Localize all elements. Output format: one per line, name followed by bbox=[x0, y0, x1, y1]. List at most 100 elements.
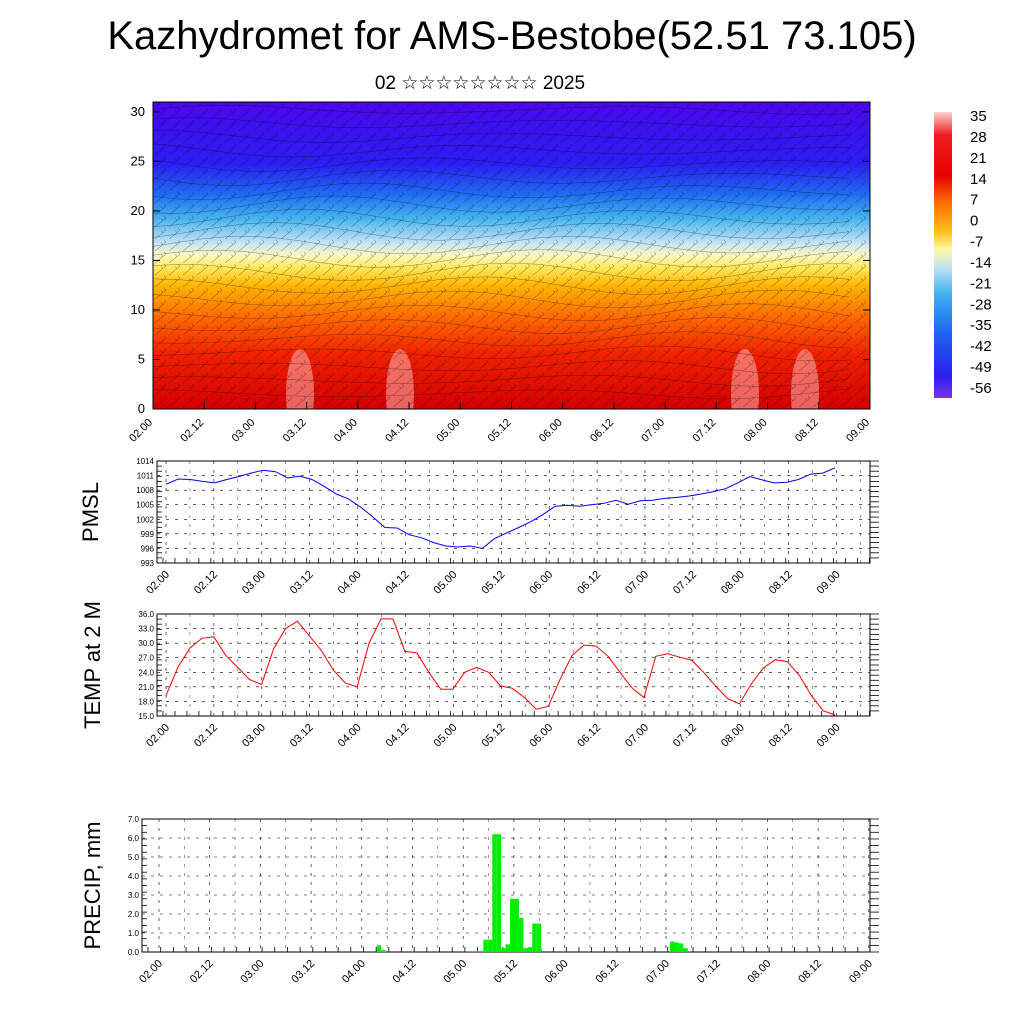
precip-bar bbox=[683, 948, 687, 952]
precipitation-panel: 0.01.02.03.04.05.06.07.002.00 02.12 03.00 0… bbox=[80, 815, 879, 986]
x-tick-label: 05.00 bbox=[434, 417, 462, 445]
y-tick-label: 996 bbox=[141, 544, 155, 553]
y-tick-label: 1005 bbox=[136, 501, 154, 510]
x-tick-label: 08.12 bbox=[767, 569, 795, 597]
wind-barbs bbox=[153, 102, 870, 409]
x-tick-label: 05.00 bbox=[432, 722, 460, 750]
temperature-cross-section: 05101520253002.00 02.12 03.00 03.12 04.00 04.… bbox=[127, 102, 872, 445]
precip-bar bbox=[479, 951, 483, 952]
colorbar-label: 35 bbox=[970, 108, 987, 125]
x-tick-label: 05.12 bbox=[486, 417, 514, 445]
precip-bar bbox=[679, 943, 683, 952]
x-tick-label: 02.12 bbox=[178, 417, 206, 445]
pmsl-series-line bbox=[166, 468, 835, 549]
panel-frame bbox=[157, 461, 870, 563]
x-tick-label: 05.12 bbox=[479, 722, 507, 750]
precip-bar bbox=[532, 924, 536, 953]
x-tick-label: 04.00 bbox=[340, 958, 368, 986]
y-tick-label: 27.0 bbox=[138, 654, 154, 663]
colorbar-label: 28 bbox=[970, 129, 987, 146]
x-tick-label: 06.00 bbox=[537, 417, 565, 445]
y-tick-label: 18.0 bbox=[138, 697, 154, 706]
x-tick-label: 06.12 bbox=[588, 417, 616, 445]
precip-bar bbox=[466, 951, 470, 952]
y-tick-label: 21.0 bbox=[138, 683, 154, 692]
x-tick-label: 06.00 bbox=[527, 569, 555, 597]
x-tick-label: 04.00 bbox=[336, 569, 364, 597]
colorbar-label: -56 bbox=[970, 380, 992, 397]
panel-frame bbox=[157, 614, 870, 716]
precip-bar bbox=[528, 947, 532, 952]
y-tick-label: 0.0 bbox=[128, 948, 140, 957]
colorbar-label: -28 bbox=[970, 296, 992, 313]
x-tick-label: 08.12 bbox=[767, 722, 795, 750]
colorbar-label: 0 bbox=[970, 213, 978, 230]
x-tick-label: 07.00 bbox=[623, 722, 651, 750]
x-tick-label: 08.00 bbox=[719, 722, 747, 750]
colorbar-gradient bbox=[934, 112, 952, 398]
y-tick-label: 6.0 bbox=[128, 834, 140, 843]
x-tick-label: 08.12 bbox=[793, 417, 821, 445]
x-tick-label: 03.00 bbox=[240, 569, 268, 597]
y-axis-label: TEMP at 2 M bbox=[80, 601, 105, 729]
x-tick-label: 03.12 bbox=[288, 569, 316, 597]
x-tick-label: 07.00 bbox=[639, 417, 667, 445]
precip-bar bbox=[519, 918, 523, 952]
x-tick-label: 03.12 bbox=[288, 722, 316, 750]
y-tick-label: 1.0 bbox=[128, 929, 140, 938]
x-tick-label: 07.12 bbox=[671, 722, 699, 750]
x-tick-label: 04.00 bbox=[332, 417, 360, 445]
colorbar-label: -42 bbox=[970, 338, 992, 355]
colorbar-label: 7 bbox=[970, 192, 978, 209]
precip-bar bbox=[497, 834, 501, 952]
y-tick-label: 30 bbox=[131, 104, 145, 119]
y-tick-label: 36.0 bbox=[138, 610, 154, 619]
x-tick-label: 09.00 bbox=[844, 417, 872, 445]
x-tick-label: 03.00 bbox=[230, 417, 258, 445]
temp-series-line bbox=[166, 619, 835, 715]
x-tick-label: 03.00 bbox=[239, 958, 267, 986]
x-tick-label: 07.12 bbox=[691, 417, 719, 445]
precip-bar bbox=[475, 951, 479, 952]
y-axis-label: PMSL bbox=[78, 482, 103, 542]
precip-bar bbox=[483, 940, 487, 952]
y-tick-label: 4.0 bbox=[128, 872, 140, 881]
x-tick-label: 06.00 bbox=[543, 958, 571, 986]
colorbar-label: -21 bbox=[970, 275, 992, 292]
x-tick-label: 05.00 bbox=[432, 569, 460, 597]
x-tick-label: 08.12 bbox=[796, 958, 824, 986]
y-tick-label: 1011 bbox=[137, 472, 155, 481]
x-tick-label: 09.00 bbox=[815, 569, 843, 597]
y-tick-label: 20 bbox=[131, 203, 145, 218]
x-tick-label: 04.00 bbox=[336, 722, 364, 750]
y-tick-label: 33.0 bbox=[138, 625, 154, 634]
x-tick-label: 07.12 bbox=[671, 569, 699, 597]
y-tick-label: 5.0 bbox=[128, 853, 140, 862]
x-tick-label: 05.00 bbox=[441, 958, 469, 986]
colorbar-label: 21 bbox=[970, 150, 987, 167]
y-tick-label: 993 bbox=[141, 559, 155, 568]
y-tick-label: 999 bbox=[141, 530, 155, 539]
precip-bar bbox=[515, 899, 519, 952]
temperature-panel: 15.0 18.0 21.0 24.0 27.0 30.0 33.0 36.0 02.00 02.… bbox=[80, 601, 879, 750]
x-tick-label: 02.12 bbox=[188, 958, 216, 986]
colorbar-label: -49 bbox=[970, 359, 992, 376]
x-tick-label: 04.12 bbox=[383, 417, 411, 445]
x-tick-label: 02.00 bbox=[137, 958, 165, 986]
y-tick-label: 3.0 bbox=[128, 891, 140, 900]
x-tick-label: 06.12 bbox=[575, 569, 603, 597]
colorbar-label: 14 bbox=[970, 171, 987, 188]
x-tick-label: 07.12 bbox=[695, 958, 723, 986]
y-tick-label: 10 bbox=[131, 302, 145, 317]
y-tick-label: 15.0 bbox=[138, 712, 154, 721]
x-tick-label: 08.00 bbox=[719, 569, 747, 597]
colorbar-label: -35 bbox=[970, 317, 992, 334]
colorbar-label: -14 bbox=[970, 254, 992, 271]
y-tick-label: 7.0 bbox=[128, 815, 140, 824]
precip-bar bbox=[506, 944, 510, 952]
precip-bar bbox=[537, 924, 541, 953]
y-axis-label: PRECIP, mm bbox=[80, 822, 105, 950]
y-tick-label: 1014 bbox=[136, 457, 154, 466]
x-tick-label: 04.12 bbox=[384, 722, 412, 750]
precip-bar bbox=[488, 940, 492, 952]
